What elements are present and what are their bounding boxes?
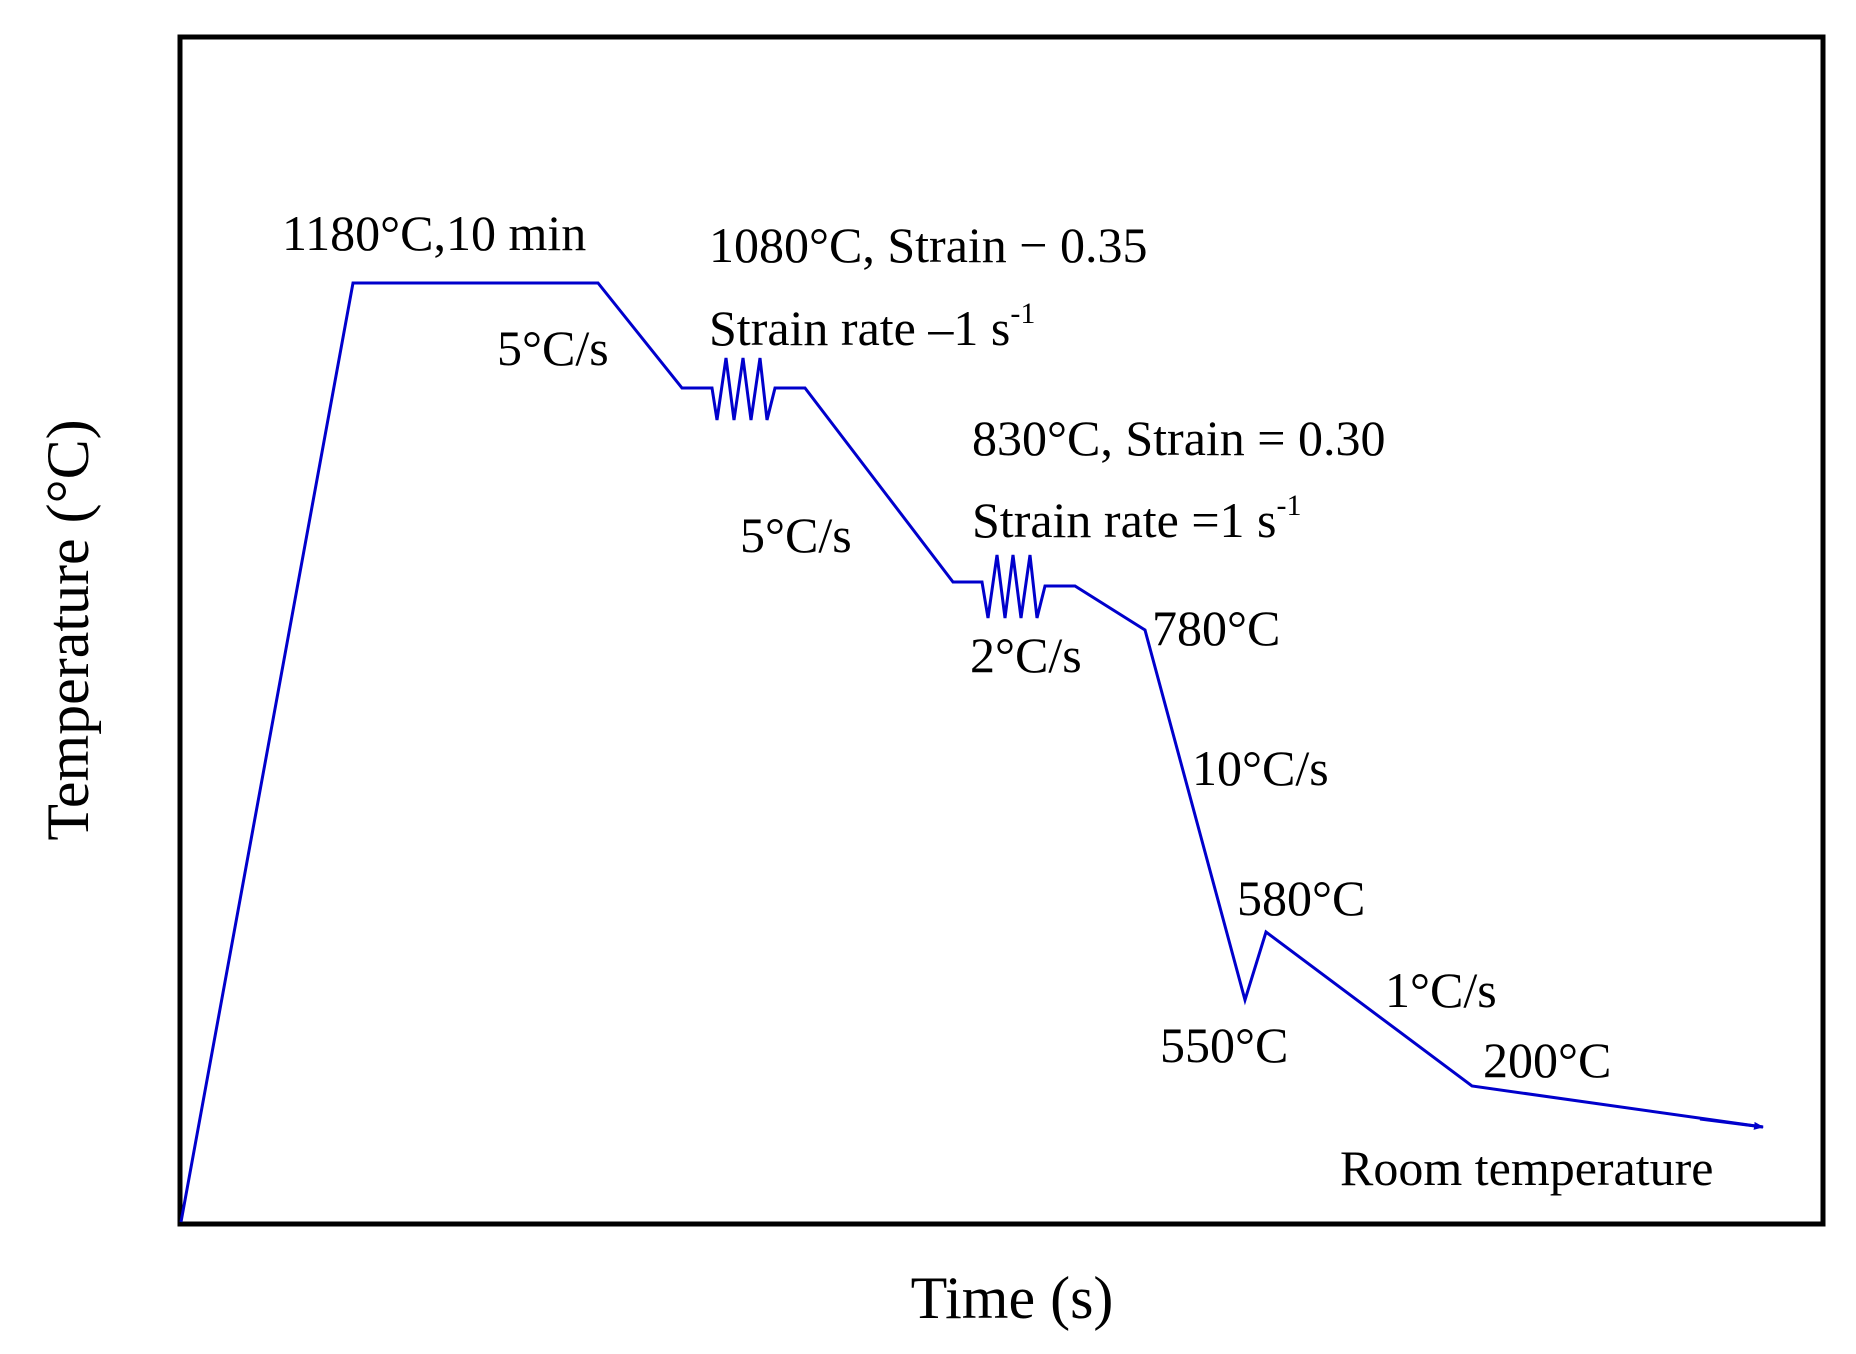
room-temperature-label: Room temperature [1340,1140,1714,1196]
cooling-rate-label-4: 10°C/s [1192,740,1329,796]
cooling-rate-label-1: 5°C/s [497,320,609,376]
deformation-1-temp-strain-label: 1080°C, Strain − 0.35 [709,217,1147,273]
cooling-rate-label-3: 2°C/s [970,627,1082,683]
deformation-1-strain-rate-text: Strain rate –1 s [709,300,1010,356]
deformation-2-strain-rate-text: Strain rate =1 s [972,492,1277,548]
deformation-1-strain-rate-label: Strain rate –1 s-1 [709,297,1035,356]
temp-580-label: 580°C [1237,870,1365,926]
deformation-2-strain-rate-exponent: -1 [1277,489,1302,522]
deformation-2-strain-rate-label: Strain rate =1 s-1 [972,489,1302,548]
temp-200-label: 200°C [1483,1032,1611,1088]
deformation-1-strain-rate-exponent: -1 [1010,297,1035,330]
temp-780-label: 780°C [1152,600,1280,656]
y-axis-title: Temperature (°C) [35,419,101,840]
cooling-rate-label-5: 1°C/s [1385,962,1497,1018]
temp-550-label: 550°C [1160,1017,1288,1073]
x-axis-title: Time (s) [911,1265,1114,1331]
soak-label: 1180°C,10 min [282,205,586,261]
plot-frame [177,34,1826,1227]
cooling-rate-label-2: 5°C/s [740,507,852,563]
temperature-profile-line [179,281,1764,1223]
room-temperature-arrow [1699,1117,1764,1130]
deformation-2-temp-strain-label: 830°C, Strain = 0.30 [972,410,1385,466]
